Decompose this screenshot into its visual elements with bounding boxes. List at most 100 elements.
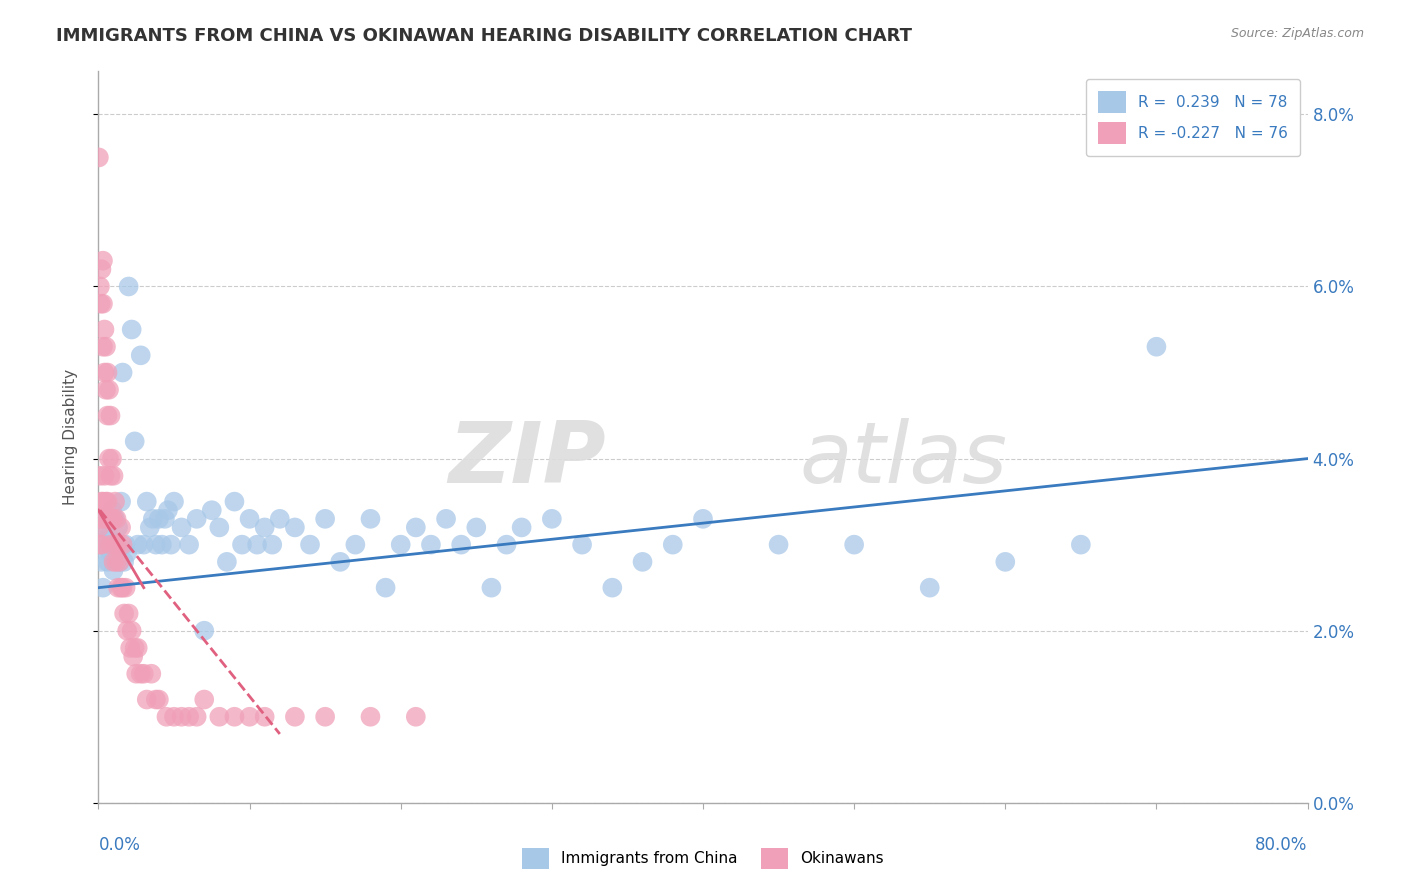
Point	[118, 279, 141, 293]
Point	[110, 494, 132, 508]
Point	[253, 520, 276, 534]
Point	[89, 512, 111, 526]
Point	[111, 538, 134, 552]
Point	[107, 520, 129, 534]
Point	[120, 640, 142, 655]
Point	[145, 692, 167, 706]
Point	[93, 366, 115, 380]
Point	[101, 451, 124, 466]
Point	[215, 555, 238, 569]
Point	[142, 512, 165, 526]
Point	[94, 494, 117, 508]
Point	[284, 710, 307, 724]
Point	[155, 710, 177, 724]
Point	[101, 512, 124, 526]
Point	[495, 538, 517, 552]
Point	[89, 520, 111, 534]
Point	[98, 512, 121, 526]
Point	[360, 710, 382, 724]
Point	[122, 649, 145, 664]
Point	[253, 710, 276, 724]
Point	[98, 451, 121, 466]
Point	[262, 538, 284, 552]
Point	[768, 538, 790, 552]
Point	[108, 555, 131, 569]
Point	[661, 538, 683, 552]
Point	[186, 710, 208, 724]
Point	[90, 538, 112, 552]
Point	[114, 581, 136, 595]
Point	[111, 366, 134, 380]
Point	[89, 538, 111, 552]
Point	[104, 512, 127, 526]
Point	[201, 503, 224, 517]
Point	[108, 555, 131, 569]
Point	[284, 520, 307, 534]
Point	[135, 494, 157, 508]
Point	[89, 279, 111, 293]
Point	[135, 692, 157, 706]
Point	[127, 640, 149, 655]
Text: 80.0%: 80.0%	[1256, 836, 1308, 854]
Point	[239, 710, 262, 724]
Point	[105, 512, 128, 526]
Point	[121, 322, 143, 336]
Point	[90, 262, 112, 277]
Point	[94, 340, 117, 354]
Point	[844, 538, 866, 552]
Point	[93, 322, 115, 336]
Point	[571, 538, 593, 552]
Point	[110, 581, 132, 595]
Point	[186, 512, 208, 526]
Point	[118, 607, 141, 621]
Point	[101, 503, 124, 517]
Point	[124, 640, 146, 655]
Text: atlas: atlas	[800, 417, 1008, 500]
Point	[121, 624, 143, 638]
Text: ZIP: ZIP	[449, 417, 606, 500]
Point	[112, 555, 135, 569]
Legend: Immigrants from China, Okinawans: Immigrants from China, Okinawans	[516, 841, 890, 875]
Point	[94, 512, 117, 526]
Point	[94, 383, 117, 397]
Point	[153, 512, 176, 526]
Point	[602, 581, 624, 595]
Point	[481, 581, 503, 595]
Point	[692, 512, 714, 526]
Point	[96, 494, 118, 508]
Point	[93, 520, 115, 534]
Point	[405, 710, 427, 724]
Point	[208, 710, 231, 724]
Legend: R =  0.239   N = 78, R = -0.227   N = 76: R = 0.239 N = 78, R = -0.227 N = 76	[1085, 79, 1301, 156]
Point	[89, 538, 111, 552]
Point	[314, 710, 336, 724]
Point	[103, 564, 125, 578]
Point	[115, 624, 138, 638]
Point	[90, 296, 112, 310]
Point	[163, 710, 186, 724]
Point	[510, 520, 533, 534]
Text: IMMIGRANTS FROM CHINA VS OKINAWAN HEARING DISABILITY CORRELATION CHART: IMMIGRANTS FROM CHINA VS OKINAWAN HEARIN…	[56, 27, 912, 45]
Point	[91, 296, 114, 310]
Point	[129, 348, 152, 362]
Point	[87, 150, 110, 164]
Point	[107, 538, 129, 552]
Point	[450, 538, 472, 552]
Point	[132, 538, 155, 552]
Point	[107, 581, 129, 595]
Point	[994, 555, 1017, 569]
Point	[631, 555, 654, 569]
Point	[231, 538, 253, 552]
Point	[360, 512, 382, 526]
Point	[179, 710, 201, 724]
Point	[100, 538, 122, 552]
Text: 0.0%: 0.0%	[98, 836, 141, 854]
Point	[434, 512, 457, 526]
Point	[112, 607, 135, 621]
Point	[150, 538, 173, 552]
Point	[125, 666, 148, 681]
Point	[91, 253, 114, 268]
Point	[132, 666, 155, 681]
Point	[141, 666, 163, 681]
Point	[540, 512, 562, 526]
